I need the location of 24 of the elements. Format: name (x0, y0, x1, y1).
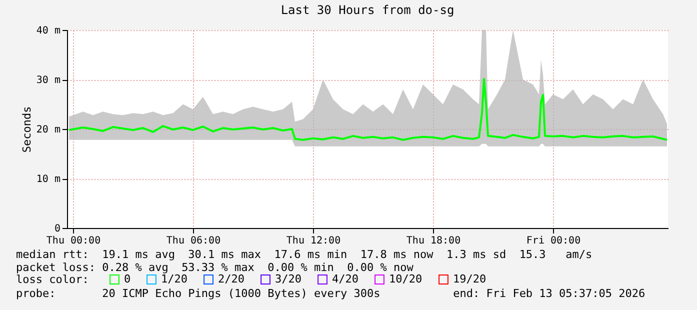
x-tick-label: Fri 00:00 (526, 236, 581, 246)
y-tick-label: 20 m (36, 124, 60, 136)
x-tick-label: Thu 06:00 (166, 236, 221, 246)
legend-title: loss color: (16, 273, 89, 286)
legend-label: 0 (124, 272, 131, 286)
legend-label: 2/20 (218, 272, 244, 286)
y-tick-label: 40 m (36, 26, 60, 36)
x-tick-label: Thu 00:00 (46, 236, 101, 246)
legend-label: 1/20 (161, 272, 188, 286)
legend-label: 10/20 (389, 272, 422, 286)
x-tick-label: Thu 18:00 (406, 236, 461, 246)
y-tick-label: 30 m (36, 75, 60, 86)
line-series (68, 78, 668, 141)
text: packet loss: 0.28 % avg 53.33 % max 0.00 % min 0.00 % now (16, 261, 414, 274)
text: median rtt: 19.1 ms avg 30.1 ms max 17.6 ms min 17.8 ms now 1.3 ms sd 15.3 am/s (16, 248, 592, 261)
x-tick-label: Thu 12:00 (286, 236, 341, 246)
y-tick-label: 10 m (36, 174, 60, 185)
chart-title: Last 30 Hours from do-sg (280, 3, 454, 17)
text: probe: 20 ICMP Echo Pings (1000 Bytes) every 300s end: Fri Feb 13 05:37:05 2026 (16, 287, 646, 300)
y-tick-label: 0 (54, 224, 60, 234)
legend-label: 4/20 (332, 272, 358, 286)
y-axis-title: Seconds (20, 106, 34, 153)
legend-label: 3/20 (275, 272, 302, 286)
legend-label: 19/20 (453, 272, 486, 286)
